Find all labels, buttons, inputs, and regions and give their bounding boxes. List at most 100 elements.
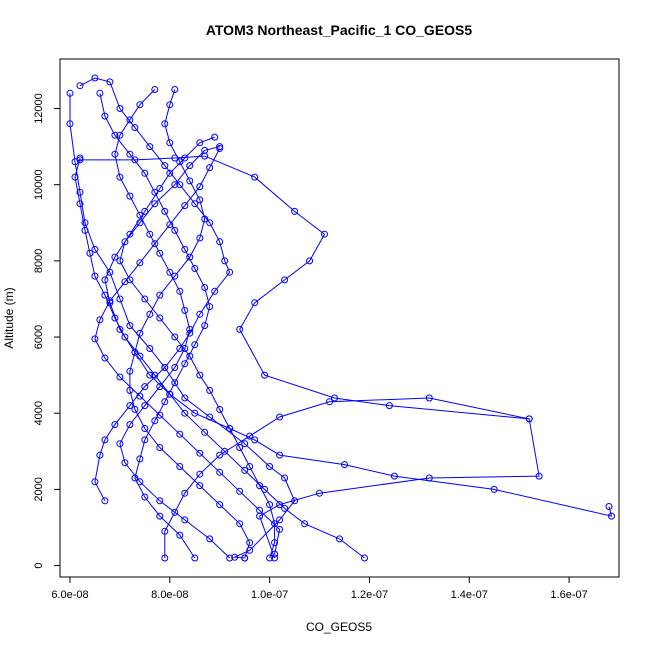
data-point-10-7: [196, 196, 204, 204]
data-point-4-17: [86, 249, 94, 257]
data-point-9-10: [156, 249, 164, 257]
data-point-9-2: [136, 101, 144, 109]
data-point-1-13: [126, 322, 134, 330]
data-point-1-17: [81, 219, 89, 227]
data-point-10-18: [131, 405, 139, 413]
data-point-10-24: [236, 520, 244, 528]
data-point-4-15: [101, 291, 109, 299]
data-point-3-17: [271, 554, 279, 562]
y-tick-label: 0: [33, 563, 45, 569]
data-point-10-3: [161, 120, 169, 128]
series-points: [66, 74, 615, 562]
data-point-10-17: [126, 386, 134, 394]
data-point-10-14: [136, 329, 144, 337]
data-point-10-4: [166, 139, 174, 147]
data-point-10-10: [186, 253, 194, 261]
series-lines: [69, 77, 613, 559]
data-point-9-11: [166, 268, 174, 276]
data-point-10-1: [171, 86, 179, 93]
data-point-10-19: [141, 425, 149, 432]
data-point-1-21: [66, 89, 74, 97]
data-point-8-2: [101, 112, 109, 120]
data-point-2-6: [146, 143, 154, 151]
data-point-2-7: [161, 162, 169, 170]
data-point-1-10: [181, 394, 189, 402]
data-point-2-4: [116, 105, 124, 112]
data-point-11-20: [256, 506, 264, 514]
data-point-4-5: [261, 485, 269, 493]
x-tick-label: 1.6e-07: [550, 589, 587, 601]
data-point-8-21: [131, 474, 139, 482]
series-line-8: [99, 93, 211, 559]
data-point-5-3: [171, 154, 179, 162]
data-point-6-16: [111, 253, 119, 261]
data-point-9-9: [146, 230, 154, 238]
data-point-3-8: [276, 413, 284, 421]
data-point-6-11: [146, 371, 154, 379]
data-point-3-15: [276, 501, 284, 509]
y-tick-label: 6000: [33, 325, 45, 349]
data-point-4-18: [81, 226, 89, 234]
data-point-3-7: [246, 432, 254, 440]
data-point-4-20: [71, 173, 79, 181]
data-point-2-18: [161, 364, 169, 371]
data-point-6-4: [390, 472, 398, 480]
data-point-6-2: [608, 512, 615, 520]
y-axis-label: Altitude (m): [2, 287, 16, 348]
data-point-1-6: [281, 474, 289, 482]
data-point-7-12: [171, 333, 179, 341]
data-point-7-14: [196, 371, 204, 379]
data-point-10-11: [171, 272, 179, 280]
data-point-11-3: [196, 183, 204, 191]
data-point-6-22: [196, 139, 204, 147]
data-point-5-7: [321, 230, 328, 238]
data-point-7-20: [256, 482, 264, 490]
data-point-6-13: [116, 325, 124, 333]
data-point-9-14: [186, 325, 194, 333]
data-point-8-16: [171, 379, 179, 387]
data-point-6-15: [101, 276, 109, 284]
data-point-4-14: [111, 314, 119, 322]
data-point-9-6: [116, 173, 124, 181]
data-point-7-21: [266, 501, 274, 509]
data-point-11-1: [216, 145, 224, 152]
data-point-2-24: [91, 478, 99, 486]
data-point-1-5: [291, 497, 299, 505]
data-point-9-1: [151, 86, 159, 93]
data-point-8-25: [191, 554, 199, 562]
data-point-11-10: [96, 316, 104, 324]
data-point-7-4: [171, 181, 179, 189]
data-point-6-5: [341, 461, 348, 469]
series-line-2: [79, 77, 231, 502]
data-point-6-19: [156, 185, 164, 192]
data-point-10-25: [246, 539, 254, 547]
data-point-5-2: [131, 156, 139, 164]
data-point-6-21: [181, 154, 189, 162]
data-point-10-15: [131, 348, 139, 356]
data-point-6-6: [276, 451, 284, 459]
data-point-5-9: [281, 276, 289, 284]
data-point-11-5: [166, 221, 174, 229]
data-point-9-16: [171, 364, 179, 371]
x-tick-label: 1.2e-07: [351, 589, 388, 601]
data-point-2-1: [76, 82, 84, 90]
data-point-8-1: [96, 89, 104, 97]
data-point-11-2: [206, 164, 214, 172]
data-point-1-18: [76, 188, 84, 196]
data-point-4-19: [76, 200, 84, 208]
y-tick-label: 8000: [33, 249, 45, 273]
data-point-5-14: [385, 402, 393, 410]
data-point-10-9: [196, 234, 204, 242]
data-point-2-10: [206, 219, 214, 227]
data-point-11-11: [91, 335, 99, 343]
data-point-9-19: [126, 421, 134, 429]
data-point-1-4: [276, 516, 284, 524]
data-point-2-14: [211, 287, 219, 295]
data-point-8-17: [161, 398, 169, 406]
data-point-3-4: [181, 489, 189, 497]
data-point-3-10: [425, 394, 433, 402]
data-point-9-15: [181, 345, 189, 352]
data-point-1-8: [241, 440, 249, 448]
series-line-5: [80, 155, 530, 420]
data-point-8-20: [136, 455, 144, 463]
